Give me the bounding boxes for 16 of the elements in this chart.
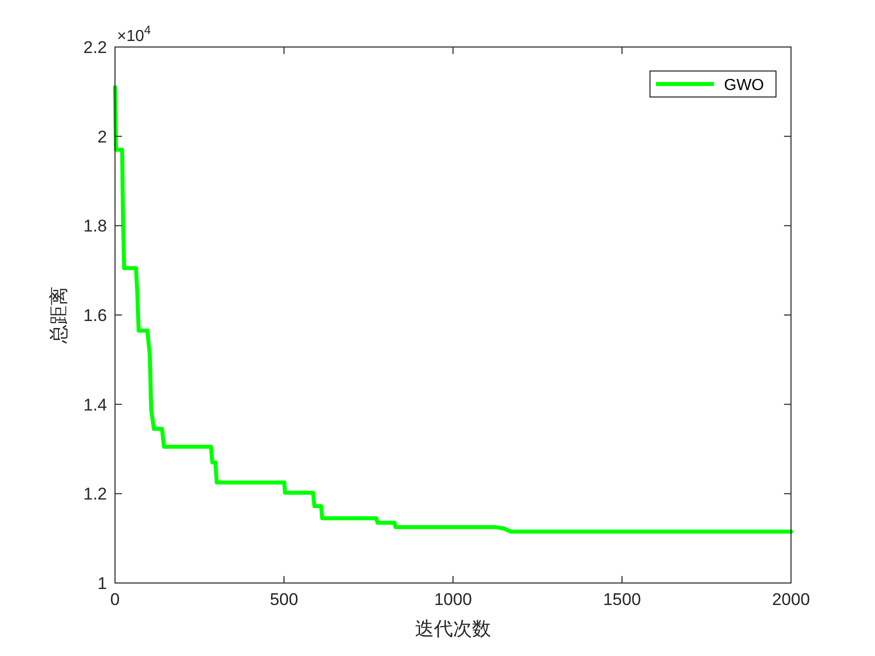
y-tick-label: 1.6 <box>83 306 107 325</box>
y-tick-label: 1.8 <box>83 216 107 236</box>
y-tick-label: 2 <box>98 127 107 146</box>
y-tick-label: 2.2 <box>83 38 107 57</box>
y-axis-title: 总距离 <box>48 286 70 344</box>
x-tick-label: 1500 <box>603 590 641 609</box>
text: ×10$^{4}$ <box>117 23 152 45</box>
y-tick-label: 1.4 <box>83 395 107 414</box>
x-tick-label: 500 <box>270 590 298 609</box>
x-axis-title: 迭代次数 <box>415 618 491 640</box>
x-tick-label: 1000 <box>434 590 472 609</box>
y-tick-label: 1.2 <box>83 484 107 504</box>
legend-label: GWO <box>724 77 764 94</box>
x-tick-label: 0 <box>110 590 120 609</box>
y-tick-label: 1 <box>98 574 107 593</box>
x-tick-label: 2000 <box>772 590 810 609</box>
